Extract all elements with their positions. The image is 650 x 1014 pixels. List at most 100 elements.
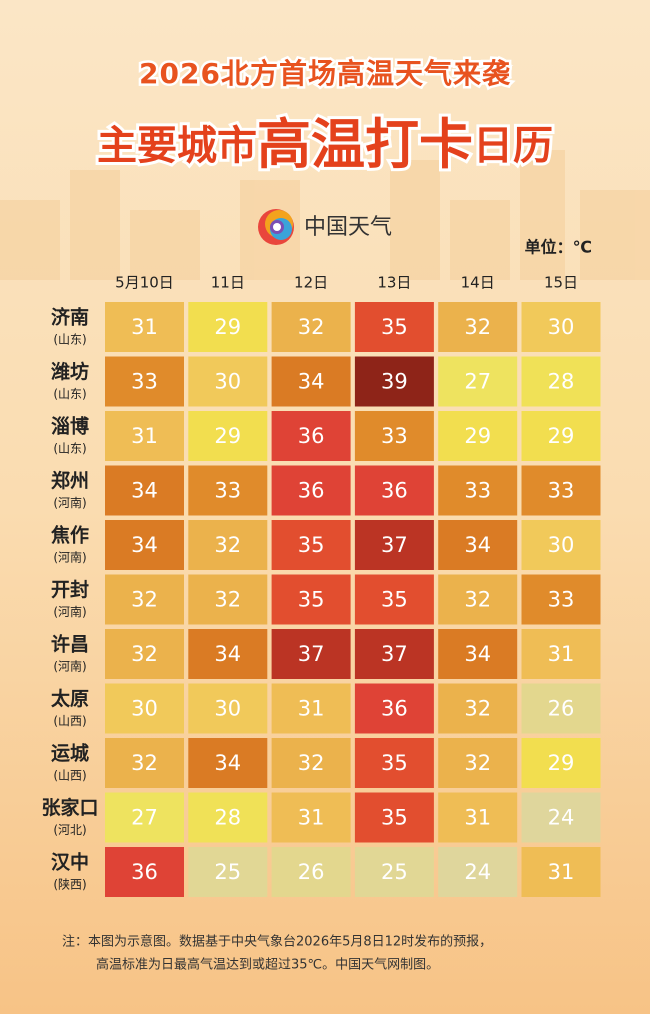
title: 2026北方首场高温天气来袭 xyxy=(139,57,511,90)
logo-icon xyxy=(258,209,294,245)
province: (河北) xyxy=(53,823,86,837)
temperature-cell xyxy=(271,411,351,461)
temperature-cell xyxy=(271,356,351,407)
temperature-value: 32 xyxy=(464,315,491,339)
column-header: 5月10日 xyxy=(115,274,174,292)
temperature-value: 24 xyxy=(464,860,491,884)
temperature-value: 28 xyxy=(214,806,241,830)
temperature-value: 37 xyxy=(381,533,408,557)
province: (山东) xyxy=(53,333,86,347)
temperature-cell xyxy=(271,847,351,897)
temperature-value: 37 xyxy=(298,642,325,666)
temperature-cell xyxy=(354,738,434,788)
temperature-cell xyxy=(105,411,184,461)
temperature-value: 28 xyxy=(548,370,575,394)
temperature-value: 36 xyxy=(381,479,408,503)
temperature-value: 24 xyxy=(548,806,575,830)
city-name: 运城 xyxy=(51,742,89,765)
temperature-value: 35 xyxy=(381,315,408,339)
temperature-cell xyxy=(521,738,601,788)
city-name: 开封 xyxy=(51,578,89,601)
temperature-cell xyxy=(521,792,601,843)
temperature-value: 37 xyxy=(381,642,408,666)
temperature-value: 29 xyxy=(548,424,575,448)
temperature-cell xyxy=(354,683,434,734)
city-name: 汉中 xyxy=(51,851,89,874)
temperature-value: 34 xyxy=(464,533,491,557)
temperature-value: 32 xyxy=(131,751,158,775)
temperature-value: 34 xyxy=(214,751,241,775)
temperature-cell xyxy=(438,465,518,516)
temperature-value: 29 xyxy=(548,751,575,775)
note: 高温标准为日最高气温达到或超过35℃。中国天气网制图。 xyxy=(96,957,439,973)
temperature-cell xyxy=(188,847,268,897)
unit: 单位：℃ xyxy=(525,238,592,257)
temperature-cell xyxy=(105,738,184,788)
temperature-cell xyxy=(354,465,434,516)
province: (河南) xyxy=(53,495,86,510)
temperature-cell xyxy=(354,411,434,461)
temperature-value: 27 xyxy=(464,370,491,394)
temperature-cell xyxy=(521,302,601,352)
temperature-cell xyxy=(521,847,601,897)
subtitle-part: 高温打卡 xyxy=(257,113,473,176)
city-name: 郑州 xyxy=(51,470,89,492)
province: (山西) xyxy=(53,714,86,728)
temperature-cell xyxy=(188,738,268,788)
temperature-value: 32 xyxy=(464,751,491,775)
temperature-cell xyxy=(271,520,351,570)
temperature-cell xyxy=(105,792,184,843)
temperature-value: 29 xyxy=(214,315,241,339)
temperature-cell xyxy=(271,465,351,516)
temperature-cell xyxy=(438,302,518,352)
temperature-cell xyxy=(354,302,434,352)
temperature-cell xyxy=(188,629,268,679)
temperature-cell xyxy=(105,847,184,897)
temperature-value: 34 xyxy=(214,642,241,666)
temperature-value: 31 xyxy=(131,315,158,339)
temperature-cell xyxy=(188,411,268,461)
province: (山西) xyxy=(53,769,86,783)
city-name: 太原 xyxy=(51,687,89,710)
column-header: 12日 xyxy=(294,274,328,292)
temperature-cell xyxy=(188,465,268,516)
note: 注：本图为示意图。数据基于中央气象台2026年5月8日12时发布的预报， xyxy=(62,934,492,950)
temperature-cell xyxy=(438,520,518,570)
temperature-value: 27 xyxy=(131,806,158,830)
temperature-value: 32 xyxy=(131,588,158,612)
temperature-value: 35 xyxy=(381,588,408,612)
province: (陕西) xyxy=(53,877,86,892)
city-name: 潍坊 xyxy=(50,360,89,383)
temperature-cell xyxy=(271,629,351,679)
province: (山东) xyxy=(53,442,86,456)
temperature-value: 30 xyxy=(131,697,158,721)
temperature-cell xyxy=(271,792,351,843)
temperature-cell xyxy=(438,411,518,461)
temperature-value: 32 xyxy=(298,751,325,775)
city-name: 淄博 xyxy=(51,415,89,438)
temperature-cell xyxy=(521,356,601,407)
temperature-value: 31 xyxy=(298,806,325,830)
temperature-value: 30 xyxy=(214,370,241,394)
column-header: 13日 xyxy=(377,274,411,292)
temperature-cell xyxy=(105,683,184,734)
city-name: 张家口 xyxy=(41,796,98,819)
temperature-value: 32 xyxy=(214,533,241,557)
temperature-cell xyxy=(271,683,351,734)
temperature-value: 32 xyxy=(131,642,158,666)
subtitle-part: 日历 xyxy=(473,123,553,169)
temperature-value: 32 xyxy=(464,697,491,721)
temperature-value: 36 xyxy=(298,479,325,503)
temperature-value: 35 xyxy=(381,751,408,775)
province: (河南) xyxy=(53,604,86,619)
temperature-cell xyxy=(354,356,434,407)
temperature-cell xyxy=(521,465,601,516)
temperature-cell xyxy=(354,792,434,843)
temperature-value: 35 xyxy=(381,806,408,830)
temperature-value: 31 xyxy=(131,424,158,448)
temperature-cell xyxy=(188,302,268,352)
temperature-cell xyxy=(438,792,518,843)
temperature-value: 39 xyxy=(381,370,408,394)
temperature-value: 33 xyxy=(381,424,408,448)
